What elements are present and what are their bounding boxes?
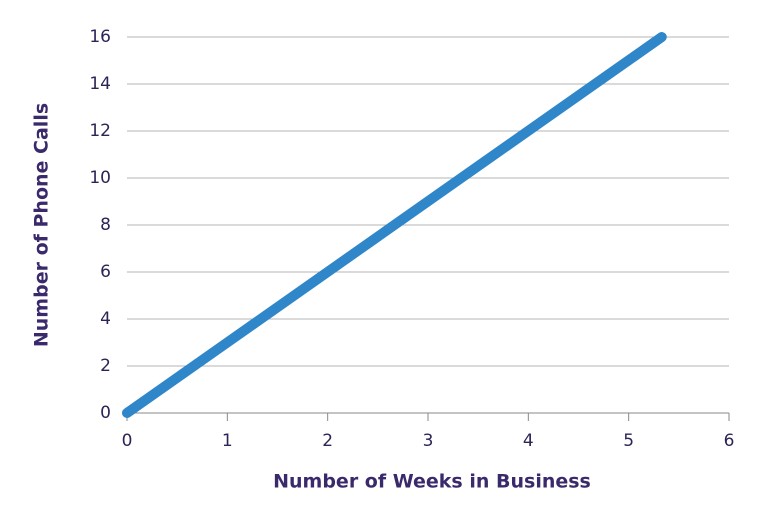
y-tick-label: 4: [100, 309, 111, 329]
data-line: [122, 32, 667, 418]
y-tick-label: 6: [100, 262, 111, 282]
y-tick-label: 14: [89, 74, 111, 94]
x-tick-label: 3: [423, 431, 434, 451]
x-tick-label: 5: [623, 431, 634, 451]
y-tick-label: 2: [100, 356, 111, 376]
x-tick-label: 0: [122, 431, 133, 451]
x-axis-title: Number of Weeks in Business: [273, 471, 591, 493]
y-axis-title: Number of Phone Calls: [31, 103, 53, 347]
x-tick-label: 6: [724, 431, 735, 451]
y-tick-label: 12: [89, 121, 111, 141]
y-tick-label: 8: [100, 215, 111, 235]
y-tick-label: 0: [100, 403, 111, 423]
x-tick-label: 2: [322, 431, 333, 451]
y-tick-label: 16: [89, 27, 111, 47]
y-tick-label: 10: [89, 168, 111, 188]
x-tick-label: 1: [222, 431, 233, 451]
x-tick-label: 4: [523, 431, 534, 451]
